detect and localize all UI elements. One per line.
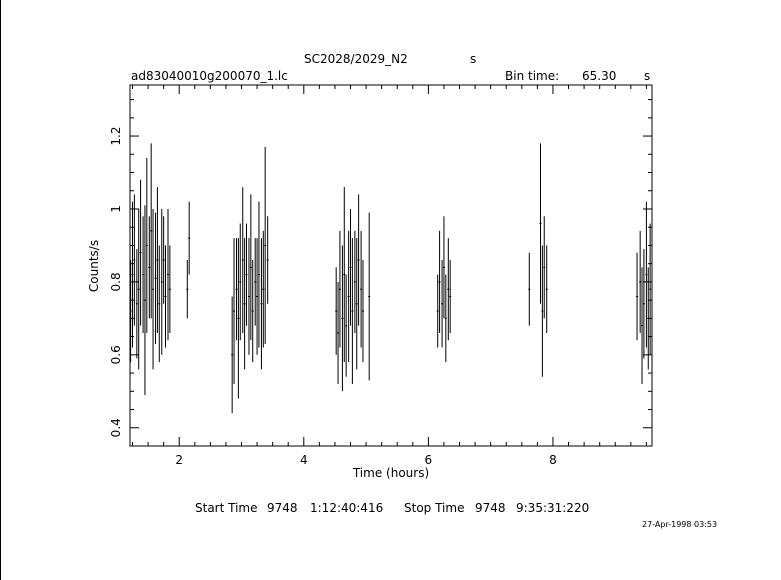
bin-time-label: Bin time:	[505, 69, 560, 83]
y-tick-label: 0.8	[109, 272, 123, 291]
target-name: SC2028/2029_N2	[304, 52, 408, 66]
date-stamp: 27-Apr-1998 03:53	[642, 520, 718, 529]
y-tick-label: 1.2	[109, 127, 123, 146]
target-unit: s	[470, 52, 477, 66]
stop-time-label: Stop Time	[404, 501, 465, 515]
file-name: ad83040010g200070_1.lc	[131, 69, 288, 83]
y-axis-label: Counts/s	[87, 240, 101, 292]
x-tick-label: 4	[300, 453, 308, 467]
x-tick-label: 8	[549, 453, 557, 467]
bin-time-unit: s	[644, 69, 651, 83]
x-tick-label: 2	[175, 453, 183, 467]
x-axis-label: Time (hours)	[352, 466, 429, 480]
y-tick-label: 1	[109, 205, 123, 213]
y-tick-label: 0.6	[109, 345, 123, 364]
stop-day: 9748	[475, 501, 506, 515]
x-tick-label: 6	[425, 453, 433, 467]
start-day: 9748	[267, 501, 298, 515]
start-time-label: Start Time	[195, 501, 258, 515]
start-time-value: 1:12:40:416	[310, 501, 384, 515]
y-tick-label: 0.4	[109, 418, 123, 437]
plot-frame	[129, 84, 653, 447]
window-left-border	[0, 0, 1, 580]
stop-time-value: 9:35:31:220	[516, 501, 590, 515]
bin-time-value: 65.30	[582, 69, 617, 83]
